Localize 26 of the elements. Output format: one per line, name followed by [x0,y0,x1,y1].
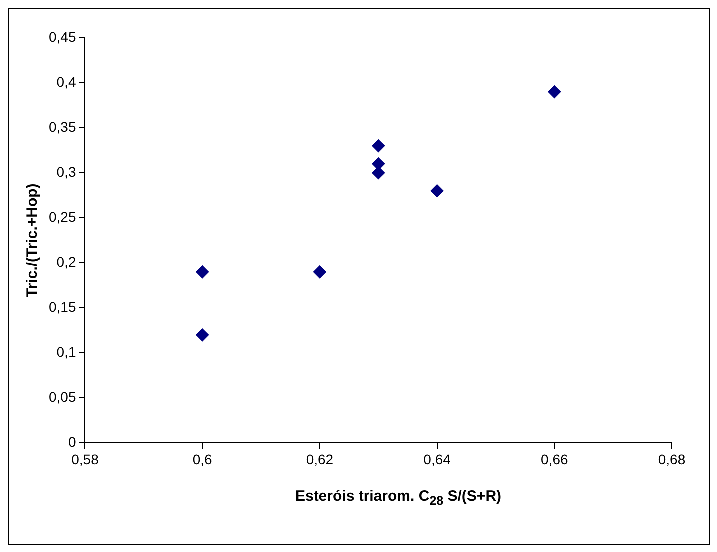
y-tick-label: 0,1 [56,344,76,360]
point [372,166,386,180]
x-axis-title: Esteróis triarom. C$_{28}$ S/(S+R) [294,488,503,508]
y-tick-label: 0,05 [49,389,76,406]
x-tick-label: 0,58 [72,451,100,468]
x-tick-label: 0,6 [192,451,213,468]
point [548,86,562,99]
point [313,266,326,279]
y-tick-label: 0,2 [56,254,76,270]
point [196,266,210,279]
y-tick-label: 0,45 [49,28,76,45]
point [372,158,386,171]
point [430,184,444,198]
point [372,140,386,153]
y-tick-label: 0,4 [56,74,76,90]
y-axis-title: Tric./(Tric.+Hop) [24,184,42,298]
y-tick-label: 0,3 [56,164,76,180]
y-tick-label: 0,15 [49,298,76,315]
x-tick-label: 0,66 [541,451,568,468]
y-tick-label: 0 [68,434,76,450]
x-tick-label: 0,62 [306,451,334,468]
y-tick-label: 0,25 [49,208,76,225]
y-tick-label: 0,35 [49,118,76,135]
x-tick-label: 0,64 [424,451,452,468]
x-tick-label: 0,68 [658,451,686,468]
point [196,328,210,342]
